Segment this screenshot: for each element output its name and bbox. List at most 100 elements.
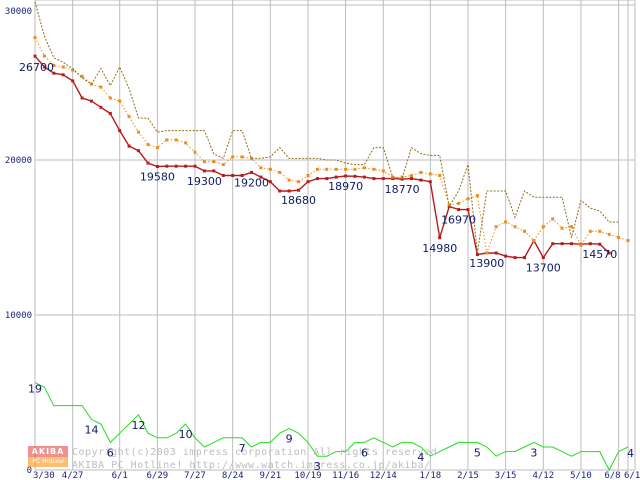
series-group bbox=[33, 1, 630, 472]
x-tick-label: 6/14 bbox=[624, 471, 640, 480]
series-point-2 bbox=[52, 63, 56, 67]
data-label: 19 bbox=[28, 383, 42, 396]
series-point-2 bbox=[202, 160, 206, 164]
series-point-1 bbox=[221, 174, 225, 177]
series-point-1 bbox=[146, 161, 150, 165]
series-point-2 bbox=[259, 166, 263, 170]
series-line-4 bbox=[34, 382, 629, 472]
data-label: 16970 bbox=[441, 214, 476, 227]
series-point-2 bbox=[231, 155, 235, 159]
series-point-1 bbox=[588, 242, 592, 246]
data-label: 18770 bbox=[385, 183, 420, 196]
x-tick-label: 1/18 bbox=[419, 471, 441, 480]
data-label: 5 bbox=[474, 446, 481, 459]
series-point-1 bbox=[184, 164, 188, 168]
series-point-2 bbox=[438, 174, 442, 177]
series-point-1 bbox=[353, 174, 357, 178]
series-point-1 bbox=[108, 112, 112, 115]
data-label: 12 bbox=[132, 419, 146, 432]
series-point-2 bbox=[579, 243, 583, 247]
x-tick-label: 3/15 bbox=[495, 471, 517, 480]
series-point-2 bbox=[504, 220, 508, 224]
series-point-1 bbox=[278, 189, 282, 193]
series-point-2 bbox=[61, 65, 65, 69]
series-point-2 bbox=[475, 194, 479, 198]
series-point-2 bbox=[419, 170, 423, 174]
logo-top-text: AKIBA bbox=[28, 446, 68, 457]
series-point-2 bbox=[344, 167, 348, 171]
series-point-1 bbox=[155, 165, 159, 168]
data-label: 6 bbox=[107, 446, 114, 459]
series-point-1 bbox=[250, 170, 253, 174]
series-point-2 bbox=[42, 54, 46, 58]
x-tick-label: 3/30 bbox=[33, 471, 55, 480]
series-point-2 bbox=[372, 167, 376, 171]
x-tick-label: 8/24 bbox=[222, 471, 244, 480]
data-label: 4 bbox=[417, 451, 424, 464]
series-point-2 bbox=[541, 225, 545, 229]
series-point-2 bbox=[193, 150, 197, 154]
series-point-2 bbox=[617, 236, 621, 239]
series-point-2 bbox=[523, 229, 526, 233]
x-tick-label: 9/21 bbox=[259, 471, 281, 480]
y-tick-label: 20000 bbox=[5, 156, 32, 166]
series-point-1 bbox=[457, 208, 461, 212]
series-point-2 bbox=[108, 96, 112, 100]
data-label: 10 bbox=[179, 428, 193, 441]
data-label: 19580 bbox=[140, 171, 175, 184]
data-label: 14570 bbox=[582, 248, 617, 261]
data-label: 3 bbox=[530, 446, 537, 459]
series-point-1 bbox=[287, 189, 291, 193]
series-point-2 bbox=[457, 201, 461, 205]
series-point-1 bbox=[334, 175, 338, 179]
series-point-1 bbox=[268, 180, 272, 184]
series-point-1 bbox=[381, 177, 385, 181]
series-point-2 bbox=[165, 138, 169, 142]
series-point-2 bbox=[334, 167, 338, 171]
series-point-2 bbox=[532, 239, 536, 243]
series-point-1 bbox=[438, 236, 442, 240]
series-point-1 bbox=[174, 164, 178, 168]
series-point-1 bbox=[33, 54, 37, 58]
series-point-2 bbox=[485, 251, 489, 255]
grid-lines bbox=[34, 0, 636, 471]
series-point-2 bbox=[551, 217, 555, 221]
akiba-logo: AKIBA PC Hotline bbox=[28, 446, 68, 467]
data-label: 13700 bbox=[526, 262, 561, 275]
series-point-1 bbox=[400, 177, 404, 181]
series-point-2 bbox=[410, 174, 413, 177]
data-label: 3 bbox=[314, 460, 321, 473]
series-point-2 bbox=[626, 239, 630, 243]
series-point-1 bbox=[52, 71, 56, 75]
series-point-2 bbox=[268, 167, 272, 171]
x-tick-label: 12/14 bbox=[370, 471, 397, 480]
data-label: 19200 bbox=[234, 176, 269, 189]
series-point-2 bbox=[71, 68, 75, 72]
y-tick-label: 10000 bbox=[5, 311, 32, 321]
series-point-1 bbox=[504, 254, 508, 258]
series-point-1 bbox=[61, 73, 65, 77]
series-point-1 bbox=[513, 256, 517, 260]
series-point-1 bbox=[598, 242, 602, 246]
series-point-2 bbox=[428, 172, 432, 176]
series-point-2 bbox=[466, 197, 470, 201]
data-label: 18680 bbox=[281, 194, 316, 207]
data-label: 14980 bbox=[422, 242, 457, 255]
y-tick-label: 30000 bbox=[5, 7, 32, 17]
series-point-2 bbox=[127, 115, 131, 119]
series-point-1 bbox=[523, 256, 526, 260]
series-point-2 bbox=[118, 99, 122, 103]
logo-bottom-text: PC Hotline bbox=[28, 457, 68, 467]
series-point-2 bbox=[174, 138, 178, 142]
data-label: 18970 bbox=[328, 180, 363, 193]
series-point-1 bbox=[231, 174, 235, 177]
series-point-1 bbox=[541, 256, 545, 260]
series-point-2 bbox=[315, 167, 319, 171]
series-point-1 bbox=[362, 175, 366, 179]
series-point-1 bbox=[99, 105, 103, 109]
series-point-1 bbox=[494, 251, 498, 255]
watermark-copyright: Copyright(c)2003 impress corporation All… bbox=[72, 447, 437, 458]
series-point-1 bbox=[42, 65, 46, 69]
x-tick-label: 2/15 bbox=[457, 471, 479, 480]
series-point-2 bbox=[33, 36, 37, 40]
